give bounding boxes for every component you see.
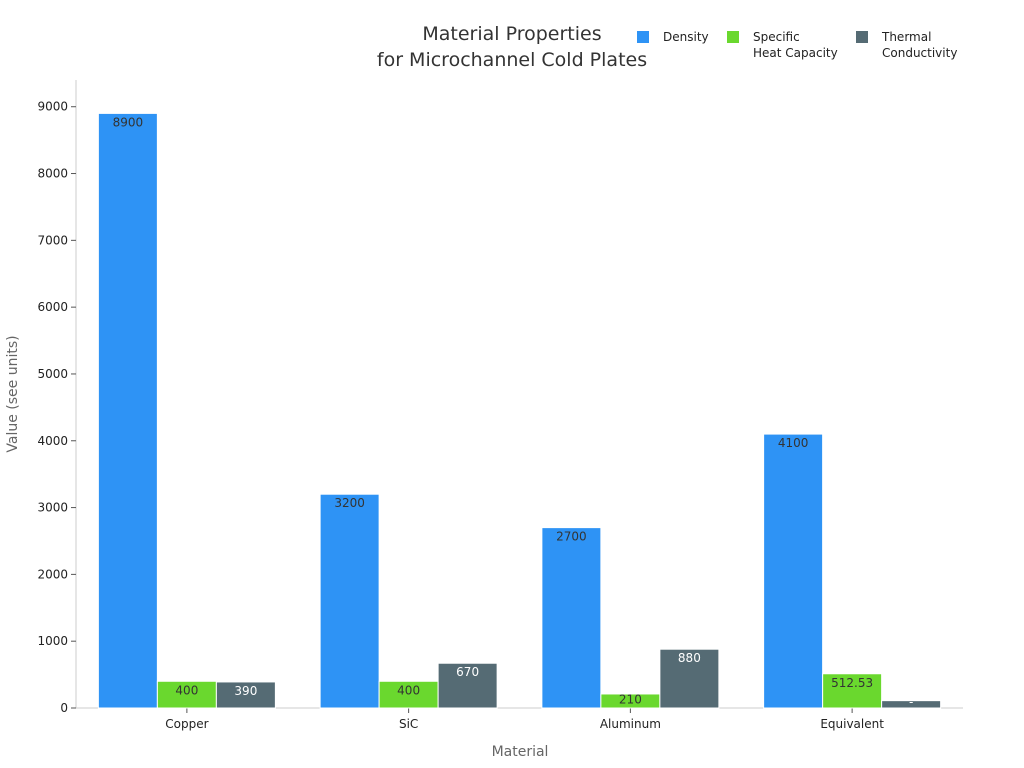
- x-axis-title: Material: [492, 744, 549, 760]
- x-tick-label: Aluminum: [600, 717, 661, 731]
- bar: [97, 112, 158, 709]
- legend-label: Heat Capacity: [753, 46, 838, 60]
- chart-title-line-1: Material Properties: [422, 23, 601, 45]
- y-tick-label: 8000: [37, 167, 68, 181]
- x-axis: Copper SiC Aluminum Equivalent: [76, 707, 963, 731]
- y-tick-label: 0: [60, 701, 68, 715]
- x-tick-label: Equivalent: [820, 717, 884, 731]
- legend-label: Conductivity: [882, 46, 957, 60]
- legend-swatch: [856, 31, 868, 43]
- bar: [659, 648, 720, 709]
- bar: [763, 433, 824, 709]
- bar: [541, 527, 602, 709]
- y-tick-label: 9000: [37, 100, 68, 114]
- y-tick-label: 6000: [37, 300, 68, 314]
- legend-swatch: [727, 31, 739, 43]
- y-tick-label: 3000: [37, 501, 68, 515]
- legend: Density Specific Heat Capacity Thermal Condu…: [637, 30, 957, 60]
- bar-value-label: 390: [234, 684, 257, 698]
- legend-label: Density: [663, 30, 709, 44]
- y-tick-label: 2000: [37, 567, 68, 581]
- y-tick-label: 7000: [37, 233, 68, 247]
- bar: [822, 673, 883, 709]
- legend-swatch: [637, 31, 649, 43]
- bar-value-label: 670: [456, 665, 479, 679]
- bar: [215, 681, 276, 709]
- bar-value-label: 512.53: [831, 676, 873, 690]
- legend-label: Specific: [753, 30, 800, 44]
- bar-value-label: 8900: [113, 115, 144, 129]
- bar-value-label: 880: [678, 651, 701, 665]
- bar: [437, 662, 498, 709]
- x-tick-label: Copper: [165, 717, 208, 731]
- bar-value-label: 400: [175, 683, 198, 697]
- legend-label: Thermal: [881, 30, 931, 44]
- bar-value-label: 2700: [556, 530, 587, 544]
- bar-value-label: 400: [397, 683, 420, 697]
- bar-value-label: -: [909, 695, 913, 709]
- chart-title: Material Properties for Microchannel Col…: [377, 23, 647, 71]
- y-tick-label: 5000: [37, 367, 68, 381]
- bar-value-label: 4100: [778, 436, 809, 450]
- y-axis-title: Value (see units): [5, 335, 21, 452]
- x-tick-label: SiC: [399, 717, 418, 731]
- bar: [378, 680, 439, 709]
- bar: [156, 680, 217, 709]
- bar-value-label: 210: [619, 692, 642, 706]
- y-axis: 0 1000 2000 3000 4000 5000 6000 7000 8000 9000: [37, 80, 77, 715]
- bars: 8900 400 390 3200 400 670 2700 210 880 4100 512.53…: [97, 112, 942, 709]
- y-tick-label: 1000: [37, 634, 68, 648]
- y-tick-label: 4000: [37, 434, 68, 448]
- bar: [881, 700, 942, 709]
- chart-title-line-2: for Microchannel Cold Plates: [377, 49, 647, 71]
- bar-value-label: 3200: [334, 496, 365, 510]
- bar: [319, 493, 380, 709]
